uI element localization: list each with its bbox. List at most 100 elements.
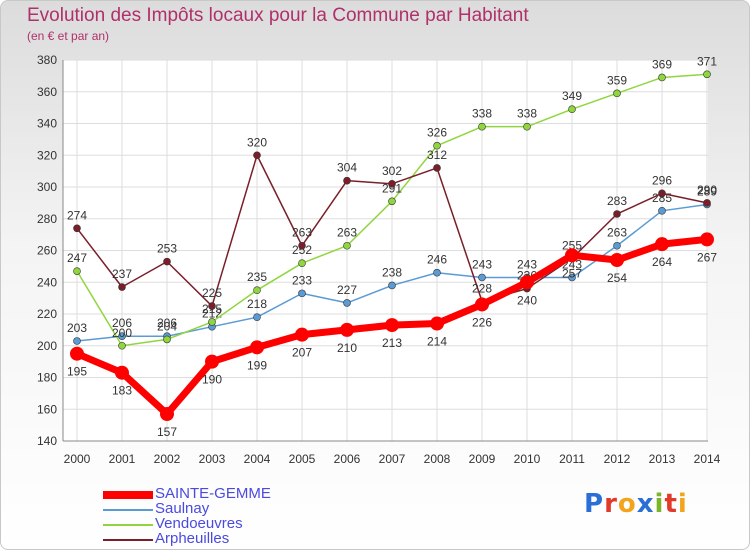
- data-point: [613, 210, 621, 218]
- y-tick-label: 340: [37, 117, 57, 131]
- data-label: 349: [562, 89, 582, 103]
- data-label: 263: [337, 226, 357, 240]
- data-point: [70, 346, 84, 361]
- data-point: [73, 337, 81, 345]
- data-point: [658, 73, 666, 82]
- data-label: 289: [697, 184, 717, 198]
- data-label: 338: [472, 107, 492, 121]
- x-tick-label: 2007: [379, 452, 406, 466]
- data-label: 283: [607, 194, 627, 208]
- data-point: [208, 318, 216, 326]
- y-tick-label: 320: [37, 148, 57, 162]
- data-point: [343, 299, 351, 307]
- data-point: [118, 332, 126, 341]
- data-point: [433, 141, 441, 150]
- data-label: 290: [697, 183, 717, 197]
- data-point: [655, 237, 669, 252]
- data-label: 304: [337, 161, 357, 175]
- data-label: 296: [652, 173, 672, 187]
- data-point: [73, 224, 81, 233]
- data-point: [385, 318, 399, 333]
- data-point: [700, 232, 714, 247]
- data-point: [298, 241, 306, 250]
- x-tick-label: 2001: [109, 452, 136, 466]
- data-label: 203: [67, 321, 87, 335]
- data-label: 214: [427, 335, 447, 349]
- x-tick-label: 2002: [154, 452, 181, 466]
- chart-title: Evolution des Impôts locaux pour la Comm…: [27, 5, 529, 26]
- chart-subtitle: (en € et par an): [27, 29, 110, 43]
- data-label: 206: [157, 316, 177, 330]
- x-tick-label: 2010: [514, 452, 541, 466]
- x-tick-label: 2013: [649, 452, 676, 466]
- data-label: 235: [247, 270, 267, 284]
- logo-letter: o: [617, 489, 637, 519]
- data-label: 225: [202, 286, 222, 300]
- data-point: [613, 241, 621, 250]
- x-tick-label: 2011: [559, 452, 585, 466]
- data-point: [118, 341, 126, 350]
- data-point: [388, 180, 396, 188]
- x-tick-label: 2008: [424, 452, 451, 466]
- data-point: [433, 268, 441, 277]
- data-label: 157: [157, 425, 177, 439]
- data-point: [298, 289, 306, 298]
- y-tick-label: 220: [37, 307, 57, 321]
- data-point: [118, 283, 126, 291]
- data-point: [163, 335, 171, 344]
- data-label: 212: [202, 307, 222, 321]
- data-label: 252: [292, 243, 312, 257]
- data-point: [703, 199, 711, 207]
- logo-letter: t: [664, 489, 678, 519]
- data-point: [388, 197, 396, 206]
- y-tick-label: 300: [37, 180, 57, 194]
- data-label: 199: [247, 358, 267, 372]
- legend-swatch: [103, 491, 153, 499]
- legend-label: Arpheuilles: [155, 530, 230, 547]
- data-label: 246: [427, 253, 447, 267]
- data-point: [388, 281, 396, 290]
- data-point: [340, 322, 354, 337]
- data-label: 255: [562, 238, 582, 252]
- data-point: [475, 297, 489, 312]
- data-label: 218: [247, 297, 267, 311]
- data-label: 228: [472, 281, 492, 295]
- x-tick-label: 2014: [694, 452, 721, 466]
- data-point: [298, 259, 306, 268]
- data-label: 253: [157, 242, 177, 256]
- data-label: 264: [652, 255, 672, 269]
- x-tick-label: 2012: [604, 452, 631, 466]
- legend-swatch: [103, 539, 153, 541]
- data-label: 257: [562, 266, 582, 280]
- data-point: [295, 327, 309, 342]
- logo-letter: r: [604, 489, 618, 519]
- data-label: 320: [247, 135, 267, 149]
- data-point: [208, 302, 216, 310]
- data-point: [568, 105, 576, 114]
- data-label: 206: [112, 316, 132, 330]
- data-point: [565, 248, 579, 263]
- y-tick-label: 240: [37, 275, 57, 289]
- data-label: 254: [607, 271, 627, 285]
- y-tick-label: 200: [37, 339, 57, 353]
- data-point: [163, 257, 171, 266]
- data-point: [253, 286, 261, 294]
- data-point: [703, 70, 711, 79]
- data-label: 190: [202, 373, 222, 387]
- data-label: 243: [472, 257, 492, 271]
- data-label: 238: [382, 265, 402, 279]
- x-tick-label: 2009: [469, 452, 496, 466]
- data-point: [430, 316, 444, 331]
- x-tick-label: 2000: [64, 452, 91, 466]
- logo-letter: P: [584, 489, 605, 519]
- data-label: 204: [157, 319, 177, 333]
- data-label: 183: [112, 384, 132, 398]
- data-label: 263: [607, 226, 627, 240]
- data-label: 243: [517, 257, 537, 271]
- data-point: [205, 354, 219, 369]
- data-point: [568, 273, 576, 282]
- legend-label: Saulnay: [155, 500, 210, 517]
- data-label: 207: [292, 346, 312, 360]
